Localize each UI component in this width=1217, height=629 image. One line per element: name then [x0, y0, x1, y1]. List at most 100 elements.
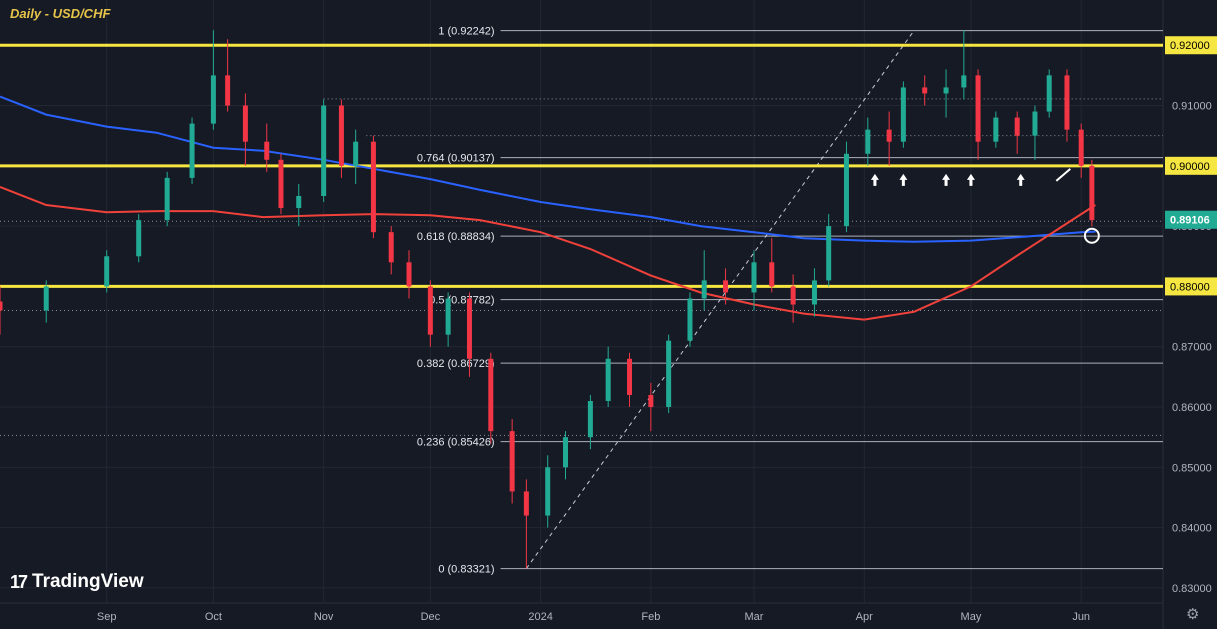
fib-level-label: 0.5 (0.87782) — [429, 295, 494, 307]
candle-body — [826, 226, 832, 281]
time-tick-label: Apr — [856, 611, 873, 623]
candle-body — [353, 141, 359, 166]
candle-body — [811, 280, 817, 305]
candle-body — [1032, 111, 1038, 136]
time-tick-label: Oct — [205, 611, 222, 623]
current-price-badge — [1165, 210, 1217, 229]
candle-body — [843, 153, 849, 227]
candle-body — [943, 87, 949, 94]
up-arrow-icon — [1016, 173, 1025, 186]
fib-level-label: 0.764 (0.90137) — [417, 153, 495, 165]
price-tick-label: 0.83000 — [1172, 583, 1212, 595]
candle-body — [900, 87, 906, 142]
candle-body — [427, 286, 433, 335]
candle-body — [1046, 75, 1052, 112]
up-arrow-icon — [870, 173, 879, 186]
candle-body — [136, 220, 142, 257]
candle-body — [993, 117, 999, 142]
candle-body — [225, 75, 231, 106]
current-price-badge-text: 0.89106 — [1170, 215, 1210, 227]
time-tick-label: Sep — [97, 611, 117, 623]
candle-body — [406, 262, 412, 287]
moving-average-line — [0, 185, 1096, 321]
moving-average-line — [0, 95, 1096, 243]
up-arrow-icon — [942, 173, 951, 186]
candle-body — [545, 467, 551, 516]
level-price-badge-text: 0.90000 — [1170, 161, 1210, 173]
fib-level-label: 0.618 (0.88834) — [417, 231, 495, 243]
time-tick-label: Mar — [745, 611, 764, 623]
candle-body — [278, 159, 284, 209]
tradingview-mark-icon: 17 — [10, 571, 28, 592]
candle-body — [769, 262, 775, 287]
up-arrow-icon — [899, 173, 908, 186]
level-price-badge — [1165, 156, 1217, 175]
candle-body — [865, 129, 871, 154]
level-price-badge — [1165, 36, 1217, 55]
gear-icon[interactable]: ⚙ — [1186, 605, 1200, 623]
level-price-badge — [1165, 277, 1217, 296]
candle-body — [104, 256, 110, 287]
tradingview-logo: 17 TradingView — [10, 571, 144, 593]
level-price-badge-text: 0.92000 — [1170, 40, 1210, 52]
candle-body — [164, 177, 170, 221]
candle-body — [296, 195, 302, 209]
candle-body — [562, 437, 568, 468]
candle-body — [723, 280, 729, 293]
level-price-badge-text: 0.88000 — [1170, 281, 1210, 293]
candle-body — [961, 75, 967, 88]
fib-level-label: 0.382 (0.86729) — [417, 358, 495, 370]
fib-trendline — [525, 30, 915, 569]
candle-body — [189, 123, 195, 178]
time-tick-label: Dec — [421, 611, 441, 623]
price-tick-label: 0.84000 — [1172, 523, 1212, 535]
candle-body — [666, 340, 672, 408]
up-arrow-icon — [966, 173, 975, 186]
candle-body — [523, 491, 529, 516]
candle-body — [264, 141, 270, 160]
fib-level-label: 1 (0.92242) — [438, 26, 494, 38]
fib-level-label: 0.236 (0.85426) — [417, 437, 495, 449]
candle-body — [0, 301, 3, 311]
candle-body — [701, 280, 707, 299]
candle-body — [605, 358, 611, 401]
candle-body — [370, 141, 376, 233]
price-tick-label: 0.86000 — [1172, 402, 1212, 414]
candle-body — [587, 400, 593, 438]
time-tick-label: May — [961, 611, 982, 623]
candle-body — [790, 286, 796, 305]
candle-body — [627, 358, 633, 395]
candle-body — [242, 105, 248, 142]
diagonal-arrow-icon — [1055, 168, 1071, 182]
time-tick-label: Feb — [641, 611, 660, 623]
candle-body — [43, 286, 49, 311]
candle-body — [1078, 129, 1084, 166]
candle-body — [445, 298, 451, 335]
fib-level-label: 0 (0.83321) — [438, 564, 494, 576]
candle-body — [886, 129, 892, 142]
candle-body — [687, 298, 693, 341]
price-tick-label: 0.91000 — [1172, 101, 1212, 113]
candle-body — [388, 232, 394, 263]
candle-body — [466, 298, 472, 359]
candle-body — [1014, 117, 1020, 136]
time-tick-label: 2024 — [528, 611, 552, 623]
candle-body — [1064, 75, 1070, 130]
price-tick-label: 0.85000 — [1172, 462, 1212, 474]
time-tick-label: Nov — [314, 611, 334, 623]
candle-body — [751, 262, 757, 293]
candle-body — [210, 75, 216, 124]
candle-body — [321, 105, 327, 196]
price-circle-marker — [1083, 227, 1100, 244]
candle-body — [975, 75, 981, 142]
chart-title: Daily - USD/CHF — [10, 6, 111, 21]
candle-body — [509, 431, 515, 492]
candle-body — [922, 87, 928, 94]
candle-body — [338, 105, 344, 166]
logo-text: TradingView — [32, 571, 144, 592]
price-tick-label: 0.87000 — [1172, 342, 1212, 354]
candle-body — [488, 358, 494, 432]
time-tick-label: Jun — [1072, 611, 1090, 623]
candle-body — [648, 394, 654, 408]
